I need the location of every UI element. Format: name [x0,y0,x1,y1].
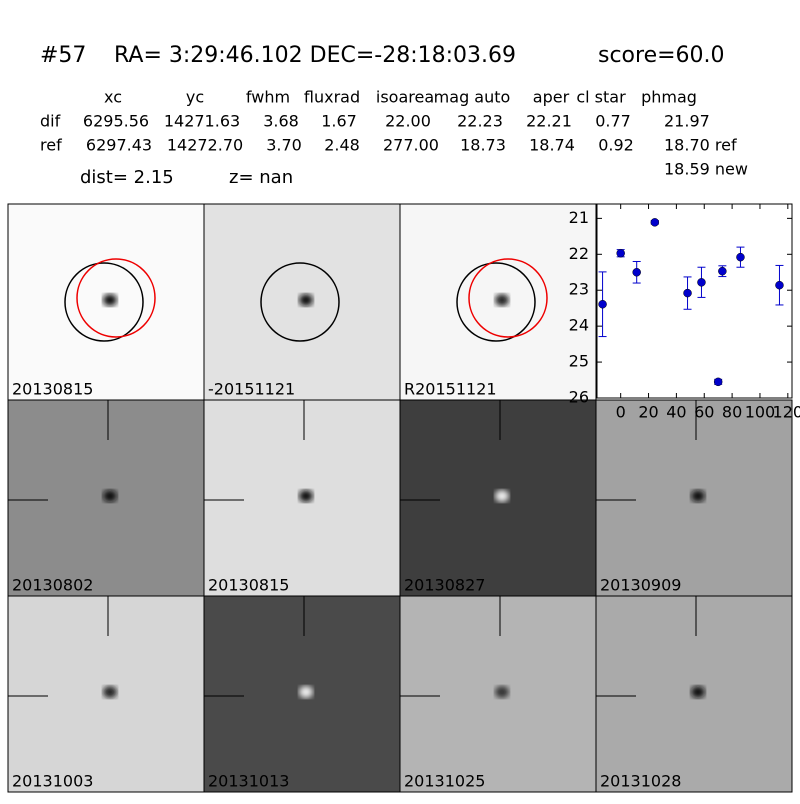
plot-area [596,203,793,399]
data-point [718,266,727,276]
column-header: aper [533,88,570,107]
source-blob [299,294,313,306]
data-point [775,280,784,290]
table-cell: 18.73 [460,136,506,155]
y-tick-label: 25 [569,352,589,371]
panel-label: 20130827 [404,576,485,595]
table-cell: 2.48 [324,136,360,155]
column-header: isoarea [376,88,434,107]
table-cell: 6297.43 [86,136,152,155]
column-header: yc [186,88,204,107]
panel-label: 20130909 [600,576,681,595]
phmag-new: 18.59 new [664,160,748,179]
x-tick-label: 120 [773,403,800,422]
data-point [713,377,723,387]
source-blob [495,294,509,306]
table-cell: 0.77 [595,112,631,131]
table-cell: 22.21 [526,112,572,131]
source-blob [299,490,313,502]
table-cell: 6295.56 [83,112,149,131]
data-point [650,218,660,227]
x-tick-label: 20 [638,403,658,422]
table-cell: 14272.70 [167,136,243,155]
panel-label: 20131003 [12,772,93,791]
table-cell: 0.92 [598,136,634,155]
x-tick-label: 80 [722,403,742,422]
x-tick-label: 40 [666,403,686,422]
column-header: xc [104,88,122,107]
y-tick-label: 22 [569,244,589,263]
data-point [736,252,745,262]
table-cell: 3.70 [266,136,302,155]
table-cell: 18.74 [529,136,575,155]
distance: dist= 2.15 [80,167,174,188]
source-blob [495,686,509,698]
aperture-circle [260,262,340,342]
table-cell: 18.70 ref [664,136,737,155]
data-point [683,288,692,298]
source-blob [299,686,313,698]
data-point [697,278,706,287]
row-label: dif [40,112,61,131]
panel-label: 20130815 [208,576,289,595]
column-header: fluxrad [304,88,360,107]
column-header: phmag [641,88,697,107]
table-cell: 22.23 [457,112,503,131]
source-blob [103,686,117,698]
aperture-circle [456,262,536,342]
aperture-circle [468,258,548,338]
data-point [632,268,641,277]
x-tick-label: 0 [616,403,626,422]
y-tick-label: 26 [569,388,589,407]
x-tick-label: 100 [745,403,776,422]
panel-label: -20151121 [208,380,295,399]
panel-label: 20130802 [12,576,93,595]
table-cell: 21.97 [664,112,710,131]
aperture-circle [64,262,144,342]
object-id: #57 [40,43,86,68]
source-blob [103,294,117,306]
table-cell: 277.00 [383,136,439,155]
source-blob [103,490,117,502]
panel-label: R20151121 [404,380,497,399]
table-cell: 22.00 [385,112,431,131]
source-blob [691,686,705,698]
data-point [616,248,625,258]
column-header: cl star [576,88,626,107]
x-tick-label: 60 [694,403,714,422]
y-tick-label: 23 [569,280,589,299]
source-blob [691,490,705,502]
coordinates: RA= 3:29:46.102 DEC=-28:18:03.69 [114,43,516,68]
panel-label: 20131028 [600,772,681,791]
panel-label: 20131025 [404,772,485,791]
row-label: ref [40,136,62,155]
source-blob [495,490,509,502]
panel-label: 20131013 [208,772,289,791]
y-tick-label: 24 [569,316,589,335]
score: score=60.0 [598,43,725,68]
table-cell: 1.67 [321,112,357,131]
aperture-circle [76,258,156,338]
column-header: fwhm [246,88,290,107]
redshift: z= nan [229,167,293,188]
panel-label: 20130815 [12,380,93,399]
y-tick-label: 21 [569,208,589,227]
column-header: mag auto [434,88,511,107]
table-cell: 3.68 [263,112,299,131]
data-point [598,299,607,309]
table-cell: 14271.63 [164,112,240,131]
